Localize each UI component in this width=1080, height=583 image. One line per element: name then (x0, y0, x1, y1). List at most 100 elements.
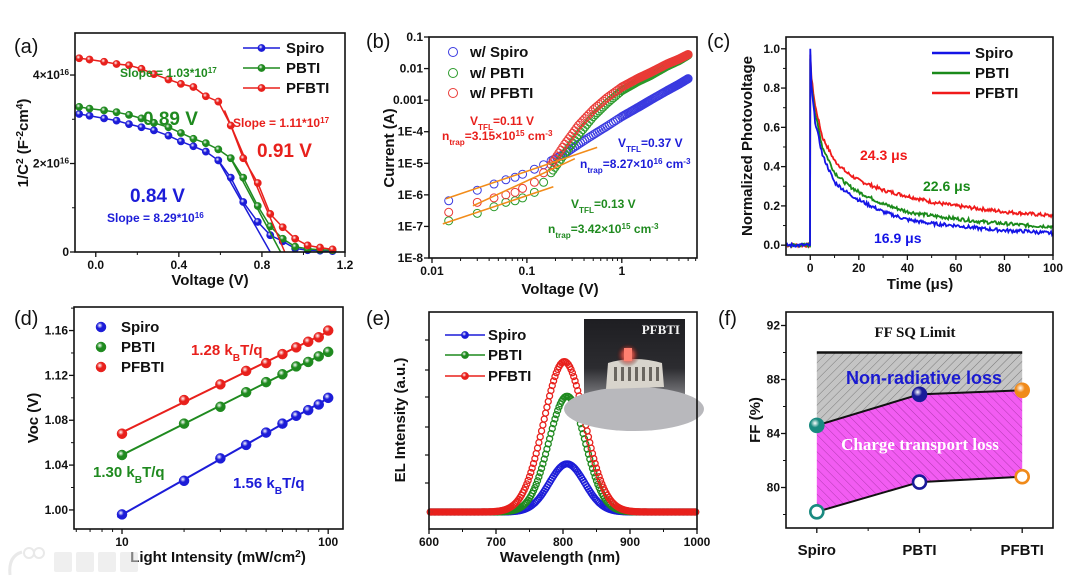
legend-marker (461, 372, 469, 380)
holder-slot (628, 367, 631, 381)
data-point (547, 429, 555, 438)
series-pfbti (426, 357, 700, 516)
data-point (525, 472, 534, 481)
data-point (549, 377, 558, 385)
data-point (543, 403, 551, 411)
fit-line (228, 154, 282, 253)
text-part: 16 (60, 156, 70, 165)
data-point (116, 509, 128, 520)
data-point (590, 454, 598, 463)
data-point (551, 415, 559, 423)
legend-marker (461, 351, 469, 359)
legend: Spiro PBTI PFBTI (95, 319, 164, 376)
data-point (177, 79, 185, 88)
data-point (277, 348, 288, 360)
y-tick-label: 1.04 (45, 458, 69, 472)
data-point (596, 476, 605, 485)
data-point (164, 75, 173, 84)
data-point (201, 147, 210, 156)
data-point (240, 386, 252, 398)
panel-c: (c) 0 20 40 60 80 100 0.0 0.2 0.4 0.6 0.8 1.0 Time (μ… (707, 31, 1063, 293)
text-part: B (233, 353, 240, 364)
data-point (150, 118, 158, 127)
x-axis-label: Light Intensity (mW/cm2) (130, 549, 306, 567)
data-point (260, 427, 272, 438)
legend-marker (448, 68, 458, 78)
data-point (584, 450, 593, 458)
y-tick-label: 1.16 (45, 324, 69, 338)
data-point (189, 83, 198, 91)
data-point (214, 145, 223, 154)
panel-label: (d) (14, 308, 38, 330)
data-point (291, 242, 300, 251)
text-part: 16 (195, 211, 205, 220)
data-point (239, 173, 248, 182)
ticks (781, 324, 1023, 533)
series-wpfbti (444, 49, 693, 217)
data-point (592, 464, 601, 472)
data-point (571, 377, 579, 385)
data-point (278, 223, 287, 232)
text-part: cm (663, 157, 684, 171)
data-point (539, 460, 547, 468)
fit-line (472, 157, 576, 207)
series-spiro (426, 460, 700, 516)
panel-f: (f) FF SQ Limit Non-radiative loss Charge t… (718, 308, 1054, 559)
legend-item: Spiro (932, 45, 1013, 62)
annotation: ntrap=8.27×1016 cm-3 (580, 157, 691, 175)
data-point (253, 179, 262, 187)
x-tick-label: 0.01 (420, 264, 444, 278)
y-tick-label: 2×1016 (33, 156, 70, 171)
data-point (583, 445, 591, 453)
annotation: VTFL=0.11 V (470, 114, 534, 132)
y-axis-label: 1/C2 (F-2cm4) (15, 99, 33, 188)
annotation: VTFL=0.37 V (618, 136, 683, 154)
y-axis-label: FF (%) (747, 397, 764, 443)
data-point (100, 57, 108, 66)
legend-item: Spiro (243, 40, 324, 57)
text-part: =3.15×10 (465, 129, 516, 143)
x-axis-label: Voltage (V) (521, 281, 598, 298)
series-pfbti (116, 325, 334, 439)
data-point (85, 104, 94, 113)
data-point (85, 111, 94, 120)
legend: w/ Spiro w/ PBTI w/ PFBTI (448, 44, 533, 102)
data-point (524, 476, 532, 485)
series-line-pbti (785, 58, 1054, 249)
legend-label: Spiro (121, 319, 159, 336)
data-point (529, 164, 539, 174)
y-tick-label: 0 (62, 245, 69, 259)
data-point (328, 245, 337, 254)
data-point (539, 421, 547, 429)
text-part: 17 (208, 66, 218, 75)
legend: Spiro PBTI PFBTI (932, 45, 1018, 102)
data-point (277, 418, 288, 429)
data-point (75, 102, 84, 111)
plot-area (785, 48, 1054, 249)
ticks (70, 74, 346, 257)
data-point (540, 415, 548, 423)
series-pbti (116, 346, 334, 461)
x-axis-label: Voltage (V) (171, 272, 248, 289)
text-part: TFL (626, 145, 641, 154)
data-point (572, 381, 581, 390)
category-label: Spiro (798, 542, 836, 559)
y-tick-label: 1E-8 (398, 251, 424, 265)
x-tick-label: 700 (486, 535, 506, 549)
data-point (290, 342, 302, 353)
watermark-logo (8, 547, 138, 576)
inset-label: PFBTI (642, 322, 680, 337)
data-point (85, 55, 94, 64)
data-point (568, 369, 577, 377)
legend-item: PBTI (445, 347, 522, 364)
data-point (277, 369, 288, 380)
plot-area (442, 49, 693, 226)
data-point (100, 106, 108, 115)
holder-slot (635, 367, 638, 381)
open-marker (809, 503, 825, 520)
filled-marker (809, 417, 825, 434)
x-tick-label: 40 (901, 261, 915, 275)
axes-frame (785, 36, 1054, 256)
